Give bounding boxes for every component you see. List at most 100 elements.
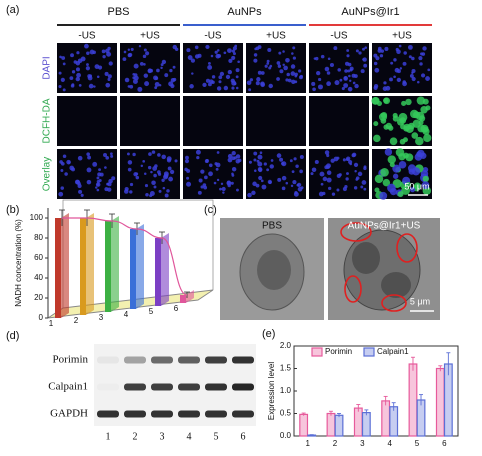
condition-label: -US xyxy=(204,31,222,42)
cell-stain xyxy=(217,53,222,58)
cell-stain xyxy=(422,175,429,183)
cell-stain xyxy=(338,173,342,177)
cell-stain xyxy=(387,183,396,193)
cell-stain xyxy=(268,83,273,89)
blot-band xyxy=(124,383,146,391)
cell-stain xyxy=(76,72,81,78)
cell-stain xyxy=(395,148,405,157)
cell-stain xyxy=(326,81,331,87)
cell-stain xyxy=(347,69,351,73)
cell-stain xyxy=(130,47,134,51)
bar xyxy=(381,400,391,437)
cell-stain xyxy=(207,64,213,70)
cell-stain xyxy=(151,150,156,154)
cell-stain xyxy=(352,81,356,85)
cell-stain xyxy=(389,137,398,146)
bar xyxy=(353,407,363,437)
cell-stain xyxy=(69,76,74,80)
cell-stain xyxy=(330,158,335,163)
cell-stain xyxy=(129,182,134,187)
cell-stain xyxy=(144,172,147,176)
bar xyxy=(80,218,86,315)
cell-stain xyxy=(259,151,263,154)
y-tick-label: 0.0 xyxy=(280,431,292,440)
cell-stain xyxy=(281,175,287,181)
cell-stain xyxy=(326,170,332,175)
cell-stain xyxy=(143,48,147,52)
cell-stain xyxy=(129,84,134,89)
cell-stain xyxy=(138,44,142,48)
cell-stain xyxy=(260,82,266,88)
cell-stain xyxy=(195,149,201,155)
cell-stain xyxy=(411,71,414,75)
cell-stain xyxy=(143,63,146,66)
lane-label: 4 xyxy=(187,431,192,442)
bar xyxy=(334,414,344,437)
blot-band xyxy=(97,384,119,391)
y-tick-label: 2.0 xyxy=(280,341,292,350)
cell-stain xyxy=(349,162,352,166)
cell-stain xyxy=(225,74,231,80)
cell-stain xyxy=(76,51,80,55)
cell-stain xyxy=(353,186,358,190)
cell-stain xyxy=(258,175,263,181)
cell-stain xyxy=(287,78,292,83)
cell-stain xyxy=(286,72,290,77)
cell-stain xyxy=(337,68,341,72)
cell-stain xyxy=(233,82,237,86)
cell-stain xyxy=(129,190,133,194)
cell-stain xyxy=(345,177,349,181)
y-axis-title: NADH concentration (%) xyxy=(14,219,23,307)
cell-stain xyxy=(142,54,147,59)
cell-stain xyxy=(267,179,273,184)
cell-stain xyxy=(202,82,207,87)
cell-stain xyxy=(294,80,298,84)
cell-stain xyxy=(223,51,227,55)
cell-stain xyxy=(127,48,131,51)
bar xyxy=(408,363,418,437)
cell-stain xyxy=(194,45,199,50)
cell-stain xyxy=(223,85,229,91)
cell-stain xyxy=(231,172,234,176)
image-title: AuNPs@Ir1+US xyxy=(348,221,421,232)
cell-stain xyxy=(62,154,67,159)
x-tick-label: 4 xyxy=(387,439,392,448)
cell-stain xyxy=(393,58,397,62)
row-label: DAPI xyxy=(42,56,53,79)
blot-band xyxy=(178,383,200,391)
cell-stain xyxy=(392,164,401,173)
cell-stain xyxy=(153,185,157,189)
cell-stain xyxy=(339,78,343,82)
cell-stain xyxy=(77,155,83,161)
cell-stain xyxy=(324,66,330,72)
cell-stain xyxy=(58,84,62,89)
cell-stain xyxy=(409,187,416,193)
cell-stain xyxy=(419,62,423,66)
cell-stain xyxy=(266,168,270,172)
cell-stain xyxy=(99,172,104,177)
cell-stain xyxy=(95,182,101,187)
cell-stain xyxy=(405,182,412,188)
bar xyxy=(155,238,161,306)
cell-stain xyxy=(232,46,237,51)
cell-stain xyxy=(347,62,352,67)
cell-stain xyxy=(325,163,331,169)
cell-stain xyxy=(322,191,326,196)
cell-stain xyxy=(257,154,263,160)
micrograph xyxy=(120,149,180,199)
cell-stain xyxy=(279,69,284,74)
cell-stain xyxy=(74,179,80,185)
cell-stain xyxy=(346,54,350,58)
cell-stain xyxy=(416,96,426,105)
cell-stain xyxy=(290,184,294,188)
cell-stain xyxy=(266,62,270,65)
cell-stain xyxy=(205,78,211,83)
cell-stain xyxy=(227,48,232,54)
cell-stain xyxy=(227,153,233,159)
cell-stain xyxy=(169,68,173,73)
cell-stain xyxy=(104,71,109,76)
bar-side xyxy=(186,290,194,303)
cell-stain xyxy=(398,160,407,169)
cell-stain xyxy=(213,181,217,185)
